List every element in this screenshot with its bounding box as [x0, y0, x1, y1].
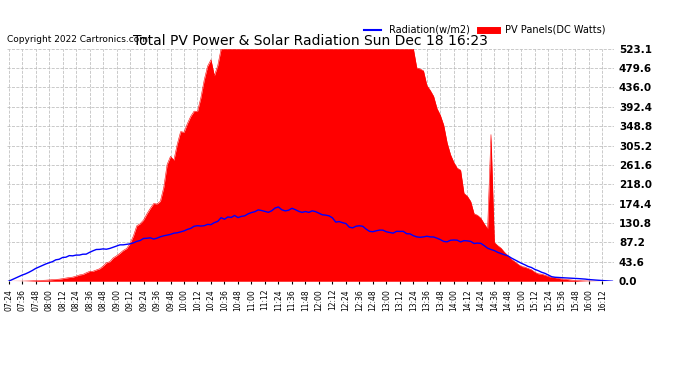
Legend: Radiation(w/m2), PV Panels(DC Watts): Radiation(w/m2), PV Panels(DC Watts): [359, 21, 609, 39]
Text: Copyright 2022 Cartronics.com: Copyright 2022 Cartronics.com: [7, 35, 148, 44]
Title: Total PV Power & Solar Radiation Sun Dec 18 16:23: Total PV Power & Solar Radiation Sun Dec…: [133, 34, 488, 48]
